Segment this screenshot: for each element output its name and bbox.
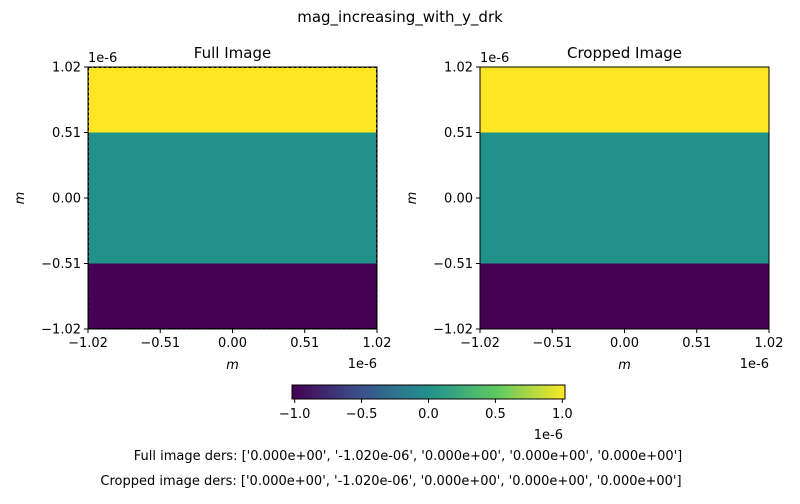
x-tick-label: 1.02 [755,336,784,351]
crop-region-outline [88,67,377,329]
y-offset-label: 1e-6 [480,51,509,66]
colorbar-tick-label: 0.0 [418,407,439,422]
y-tick-label: −0.51 [41,257,81,272]
y-tick-label: −1.02 [41,323,81,338]
x-tick-label: 0.51 [682,336,711,351]
colorbar-offset-label: 1e-6 [534,428,563,443]
panel-title: Full Image [194,44,271,62]
y-tick-label: −0.51 [433,257,473,272]
heatmap-band-2 [88,67,377,133]
y-tick-label: 0.00 [52,192,81,207]
y-tick-label: 0.00 [444,192,473,207]
heatmap-band-0 [480,263,769,329]
colorbar-gradient [291,384,566,400]
x-tick-label: −1.02 [68,336,108,351]
panel-title: Cropped Image [567,44,682,62]
x-tick-label: −0.51 [140,336,180,351]
colorbar-tick-label: −1.0 [279,407,311,422]
heatmap-band-1 [480,132,769,264]
panel-full-image: −1.02 −0.51 0.00 0.51 1.02 −1.02 −0.51 0.00 0.51… [13,44,391,373]
x-tick-label: 1.02 [363,336,392,351]
heatmap-band-1 [88,132,377,264]
heatmap-band-2 [480,67,769,133]
y-tick-label: 1.02 [444,61,473,76]
colorbar-tick-label: −0.5 [346,407,378,422]
y-axis-label: m [405,192,420,205]
x-axis-label: m [226,358,239,373]
colorbar: −1.0 −0.5 0.0 0.5 1.0 1e-6 [279,384,573,443]
panel-cropped-image: −1.02 −0.51 0.00 0.51 1.02 −1.02 −0.51 0.00 0.51… [405,44,783,373]
x-tick-label: 0.51 [290,336,319,351]
y-tick-label: 1.02 [52,61,81,76]
x-tick-label: 0.00 [610,336,639,351]
y-offset-label: 1e-6 [88,51,117,66]
x-tick-label: −1.02 [460,336,500,351]
y-tick-label: 0.51 [444,126,473,141]
x-offset-label: 1e-6 [740,357,769,372]
heatmap-band-0 [88,263,377,329]
x-tick-label: 0.00 [218,336,247,351]
colorbar-tick-label: 1.0 [552,407,573,422]
footer-cropped-ders: Cropped image ders: ['0.000e+00', '-1.02… [100,474,681,489]
x-axis-label: m [618,358,631,373]
colorbar-tick-label: 0.5 [485,407,506,422]
x-offset-label: 1e-6 [348,357,377,372]
x-tick-label: −0.51 [532,336,572,351]
y-axis-label: m [13,192,28,205]
y-tick-label: 0.51 [52,126,81,141]
footer-full-ders: Full image ders: ['0.000e+00', '-1.020e-… [134,449,683,464]
figure-suptitle: mag_increasing_with_y_drk [297,8,503,27]
y-tick-label: −1.02 [433,323,473,338]
